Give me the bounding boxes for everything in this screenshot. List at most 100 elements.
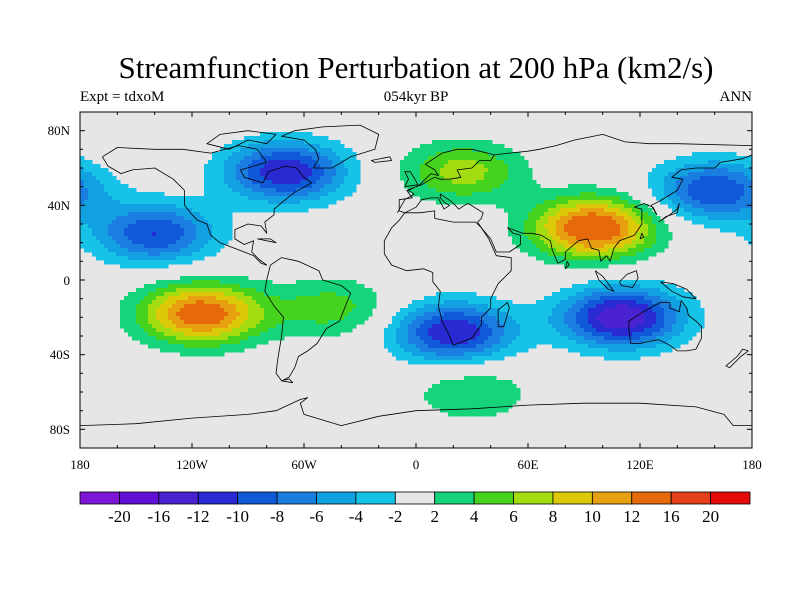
field-cell	[308, 168, 313, 173]
field-cell	[444, 140, 449, 145]
field-cell	[120, 312, 125, 317]
field-cell	[444, 168, 449, 173]
field-cell	[248, 308, 253, 313]
field-cell	[140, 308, 145, 313]
field-cell	[272, 292, 277, 297]
field-cell	[640, 224, 645, 229]
field-cell	[428, 320, 433, 325]
field-cell	[728, 216, 733, 221]
field-cell	[84, 200, 89, 205]
field-cell	[308, 300, 313, 305]
field-cell	[628, 220, 633, 225]
field-cell	[652, 292, 657, 297]
field-cell	[164, 312, 169, 317]
field-cell	[80, 172, 85, 177]
field-cell	[688, 160, 693, 165]
field-cell	[480, 148, 485, 153]
field-cell	[264, 156, 269, 161]
field-cell	[236, 192, 241, 197]
field-cell	[624, 212, 629, 217]
field-cell	[428, 192, 433, 197]
field-cell	[604, 192, 609, 197]
field-cell	[524, 164, 529, 169]
field-cell	[192, 220, 197, 225]
field-cell	[520, 172, 525, 177]
field-cell	[208, 196, 213, 201]
field-cell	[152, 304, 157, 309]
field-cell	[208, 176, 213, 181]
field-cell	[436, 296, 441, 301]
field-cell	[728, 224, 733, 229]
field-cell	[252, 156, 257, 161]
field-cell	[268, 308, 273, 313]
field-cell	[668, 308, 673, 313]
field-cell	[196, 332, 201, 337]
field-cell	[568, 292, 573, 297]
field-cell	[240, 324, 245, 329]
field-cell	[228, 276, 233, 281]
field-cell	[604, 208, 609, 213]
field-cell	[680, 176, 685, 181]
field-cell	[444, 292, 449, 297]
field-cell	[204, 168, 209, 173]
field-cell	[292, 168, 297, 173]
field-cell	[404, 324, 409, 329]
field-cell	[640, 248, 645, 253]
field-cell	[652, 284, 657, 289]
field-cell	[620, 316, 625, 321]
field-cell	[624, 256, 629, 261]
field-cell	[388, 332, 393, 337]
field-cell	[620, 248, 625, 253]
field-cell	[552, 316, 557, 321]
field-cell	[336, 184, 341, 189]
field-cell	[612, 300, 617, 305]
field-cell	[480, 152, 485, 157]
field-cell	[444, 160, 449, 165]
field-cell	[596, 236, 601, 241]
field-cell	[212, 348, 217, 353]
field-cell	[184, 308, 189, 313]
field-cell	[428, 152, 433, 157]
field-cell	[316, 280, 321, 285]
field-cell	[416, 148, 421, 153]
field-cell	[300, 148, 305, 153]
field-cell	[232, 348, 237, 353]
field-cell	[96, 240, 101, 245]
field-cell	[652, 248, 657, 253]
field-cell	[256, 332, 261, 337]
field-cell	[92, 240, 97, 245]
field-cell	[340, 324, 345, 329]
field-cell	[320, 192, 325, 197]
field-cell	[652, 332, 657, 337]
field-cell	[552, 324, 557, 329]
field-cell	[508, 164, 513, 169]
field-cell	[552, 248, 557, 253]
field-cell	[96, 256, 101, 261]
field-cell	[508, 224, 513, 229]
field-cell	[132, 204, 137, 209]
field-cell	[620, 280, 625, 285]
field-cell	[524, 336, 529, 341]
field-cell	[532, 328, 537, 333]
field-cell	[472, 296, 477, 301]
field-cell	[580, 240, 585, 245]
field-cell	[464, 184, 469, 189]
field-cell	[584, 244, 589, 249]
field-cell	[204, 212, 209, 217]
field-cell	[560, 292, 565, 297]
field-cell	[332, 312, 337, 317]
field-cell	[432, 180, 437, 185]
field-cell	[300, 312, 305, 317]
field-cell	[620, 348, 625, 353]
field-cell	[584, 224, 589, 229]
field-cell	[556, 236, 561, 241]
field-cell	[652, 300, 657, 305]
field-cell	[316, 176, 321, 181]
field-cell	[552, 312, 557, 317]
field-cell	[588, 192, 593, 197]
field-cell	[484, 196, 489, 201]
field-cell	[272, 336, 277, 341]
field-cell	[296, 320, 301, 325]
field-cell	[436, 180, 441, 185]
field-cell	[508, 348, 513, 353]
